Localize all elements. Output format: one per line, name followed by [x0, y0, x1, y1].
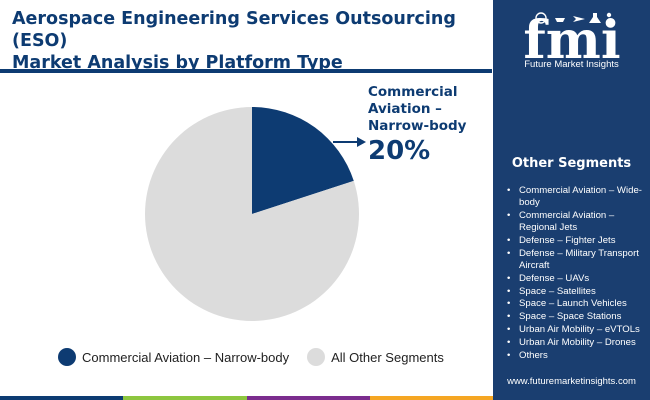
logo-globe-icon [535, 12, 547, 24]
title-line-2: Market Analysis by Platform Type [12, 53, 343, 73]
brand-name: Future Market Insights [524, 59, 619, 70]
website-link[interactable]: www.futuremarketinsights.com [507, 376, 636, 387]
list-item: Urban Air Mobility – eVTOLs [505, 324, 648, 336]
list-item: Commercial Aviation – Wide-body [505, 185, 648, 209]
footer-bar-orange [369, 396, 493, 400]
logo-wordmark: fmi [523, 10, 620, 71]
legend-label-narrow-body: Commercial Aviation – Narrow-body [82, 349, 290, 365]
callout-label-line-3: Narrow-body [368, 118, 467, 134]
logo-ship-icon [555, 18, 565, 22]
legend-item-other: All Other Segments [307, 348, 444, 366]
list-item: Urban Air Mobility – Drones [505, 337, 648, 349]
pie-slices [145, 107, 359, 321]
list-item: Space – Launch Vehicles [505, 298, 648, 310]
footer-color-bar [0, 396, 493, 400]
legend-label-other: All Other Segments [331, 349, 444, 365]
header-rule [0, 69, 492, 73]
list-item: Space – Satellites [505, 286, 648, 298]
logo-person-icon [606, 12, 612, 18]
legend-swatch-narrow-body [58, 348, 76, 366]
list-item: Commercial Aviation – Regional Jets [505, 210, 648, 234]
footer-bar-green [123, 396, 247, 400]
other-segments-list: Commercial Aviation – Wide-body Commerci… [505, 185, 648, 362]
logo-flask-icon [589, 13, 601, 23]
chart-legend: Commercial Aviation – Narrow-body All Ot… [58, 348, 462, 366]
callout-label-line-1: Commercial [368, 84, 458, 100]
logo-plane-icon [573, 16, 585, 22]
pie-slice-narrow-body [252, 107, 354, 214]
slice-callout: Commercial Aviation – Narrow-body 20% [368, 84, 466, 167]
callout-percent: 20% [368, 136, 431, 166]
other-segments-heading: Other Segments [511, 156, 632, 171]
list-item: Others [505, 350, 648, 362]
legend-swatch-other [307, 348, 326, 366]
side-panel: fmi Future Market Insights Other Segment… [493, 0, 650, 400]
pie-slice-all-other-segments [145, 107, 359, 321]
list-item: Defense – UAVs [505, 273, 648, 285]
chart-title: Aerospace Engineering Services Outsourci… [12, 8, 492, 74]
list-item: Defense – Military Transport Aircraft [505, 248, 648, 272]
callout-label-line-2: Aviation – [368, 101, 442, 117]
fmi-logo: fmi [523, 10, 620, 71]
title-line-1: Aerospace Engineering Services Outsourci… [12, 9, 456, 51]
list-item: Space – Space Stations [505, 311, 648, 323]
list-item: Defense – Fighter Jets [505, 235, 648, 247]
footer-bar-purple [246, 396, 370, 400]
callout-arrowhead [357, 137, 366, 147]
logo-person-body-icon [606, 18, 612, 23]
pie-chart [145, 107, 366, 321]
footer-bar-blue [0, 396, 124, 400]
legend-item-narrow-body: Commercial Aviation – Narrow-body [58, 348, 289, 366]
